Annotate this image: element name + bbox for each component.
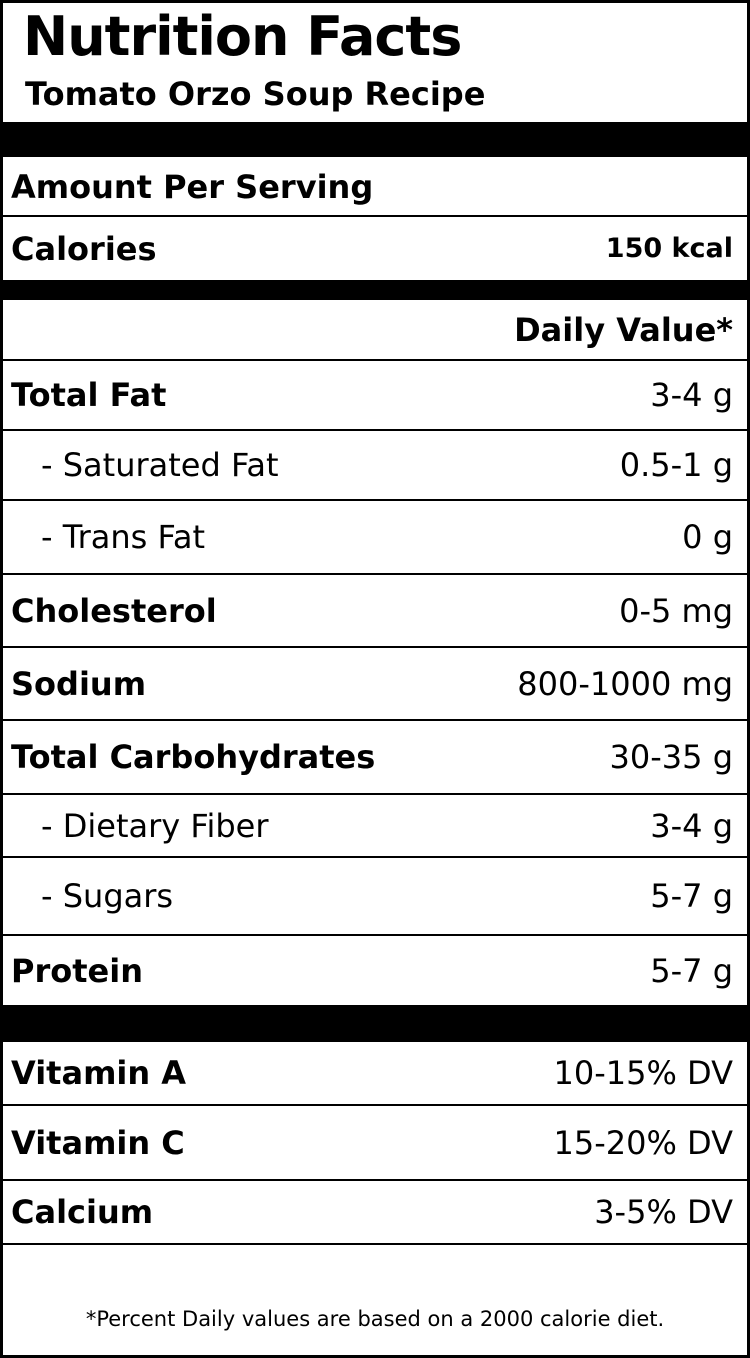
footnote: *Percent Daily values are based on a 200… (85, 1307, 665, 1331)
divider (3, 1104, 747, 1106)
divider (3, 719, 747, 721)
nutrient-row: Sodium 800-1000 mg (3, 647, 747, 720)
nutrient-row: Total Carbohydrates 30-35 g (3, 720, 747, 794)
nutrient-label: - Saturated Fat (41, 446, 279, 484)
divider (3, 429, 747, 431)
nutrient-row: Calcium 3-5% DV (3, 1180, 747, 1244)
nutrient-row: Cholesterol 0-5 mg (3, 574, 747, 647)
divider (3, 646, 747, 648)
calories-row: Calories 150 kcal (3, 217, 747, 280)
nutrient-label: - Dietary Fiber (41, 806, 269, 845)
nutrient-value: 30-35 g (609, 738, 733, 776)
calories-value: 150 kcal (605, 233, 733, 264)
nutrient-label: Calcium (11, 1193, 154, 1231)
amount-per-serving-label: Amount Per Serving (11, 167, 374, 206)
divider (3, 1040, 747, 1042)
nutrient-label: Vitamin A (11, 1054, 187, 1092)
amount-per-serving: Amount Per Serving (3, 157, 747, 216)
divider (3, 1243, 747, 1245)
divider (3, 856, 747, 858)
divider (3, 359, 747, 361)
nutrient-value: 10-15% DV (553, 1054, 733, 1092)
nutrient-row: - Trans Fat 0 g (3, 500, 747, 574)
nutrient-value: 5-7 g (650, 951, 733, 990)
nutrient-label: Vitamin C (11, 1123, 185, 1162)
nutrient-value: 0.5-1 g (619, 446, 733, 484)
nutrient-value: 0-5 mg (619, 591, 733, 630)
divider (3, 1179, 747, 1181)
divider (3, 215, 747, 217)
nutrient-row: Vitamin C 15-20% DV (3, 1105, 747, 1180)
nutrient-row: - Saturated Fat 0.5-1 g (3, 430, 747, 500)
divider-bar (3, 280, 747, 300)
nutrient-row: Total Fat 3-4 g (3, 360, 747, 430)
nutrient-label: Protein (11, 951, 143, 990)
nutrient-row: - Dietary Fiber 3-4 g (3, 794, 747, 857)
nutrient-label: - Trans Fat (41, 518, 206, 556)
nutrient-value: 3-5% DV (594, 1193, 733, 1231)
nutrient-row: Vitamin A 10-15% DV (3, 1041, 747, 1105)
divider (3, 573, 747, 575)
nutrient-label: Total Carbohydrates (11, 738, 376, 776)
nutrient-value: 15-20% DV (553, 1123, 733, 1162)
nutrient-value: 5-7 g (650, 877, 733, 915)
daily-value-header: Daily Value* (3, 300, 747, 360)
nutrient-label: Total Fat (11, 376, 167, 414)
divider-bar (3, 122, 747, 157)
label-title: Nutrition Facts (23, 5, 462, 68)
nutrient-value: 3-4 g (650, 806, 733, 845)
nutrient-label: - Sugars (41, 877, 174, 915)
recipe-name: Tomato Orzo Soup Recipe (25, 75, 486, 113)
nutrient-row: Protein 5-7 g (3, 935, 747, 1006)
nutrient-label: Cholesterol (11, 591, 217, 630)
nutrient-label: Sodium (11, 664, 147, 703)
calories-label: Calories (11, 229, 157, 268)
nutrient-value: 3-4 g (650, 376, 733, 414)
divider (3, 934, 747, 936)
nutrient-value: 800-1000 mg (517, 664, 733, 703)
nutrient-row: - Sugars 5-7 g (3, 857, 747, 935)
nutrient-value: 0 g (682, 518, 733, 556)
daily-value-label: Daily Value* (514, 311, 733, 349)
divider-bar (3, 1006, 747, 1041)
divider (3, 499, 747, 501)
divider (3, 793, 747, 795)
